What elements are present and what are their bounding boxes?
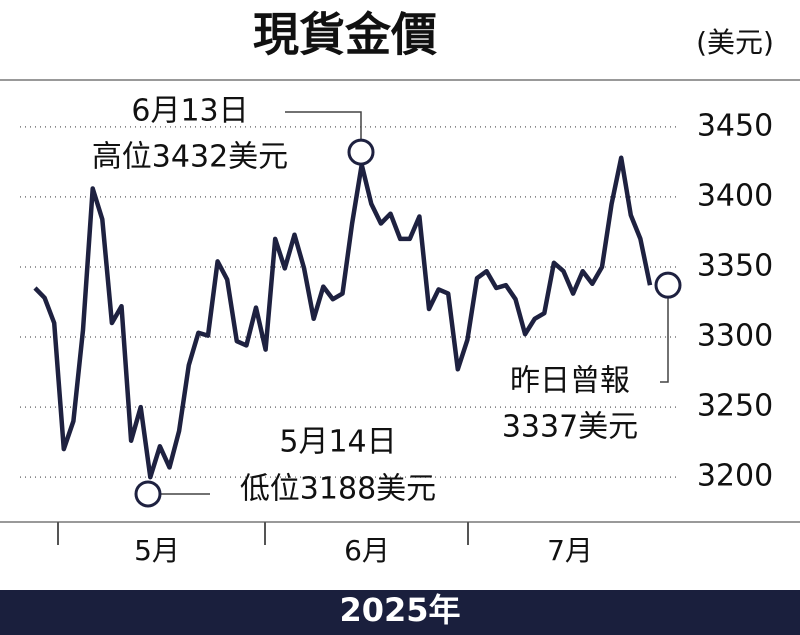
y-tick-label: 3200	[697, 459, 773, 494]
year-band	[0, 590, 800, 635]
leader-line	[285, 111, 362, 141]
x-tick-label: 7月	[547, 534, 593, 567]
annotation-text: 3337美元	[502, 410, 638, 445]
y-tick-label: 3250	[697, 389, 773, 424]
annotation-text: 5月14日	[279, 425, 396, 460]
x-tick-label: 6月	[344, 534, 390, 567]
y-tick-label: 3450	[697, 108, 773, 143]
annotation-text: 高位3432美元	[92, 140, 288, 175]
marker	[347, 138, 375, 166]
marker	[654, 271, 682, 299]
y-tick-label: 3400	[697, 178, 773, 213]
marker	[134, 480, 162, 508]
annotation-text: 低位3188美元	[240, 472, 436, 507]
x-axis-label: 2025年	[339, 591, 460, 629]
annotation-text: 6月13日	[131, 94, 248, 129]
y-tick-label: 3300	[697, 319, 773, 354]
annotation-text: 昨日曾報	[510, 364, 630, 399]
y-tick-label: 3350	[697, 248, 773, 283]
x-tick-label: 5月	[134, 534, 180, 567]
unit-label: (美元)	[696, 26, 774, 59]
price-line	[33, 155, 653, 480]
chart-title: 現貨金價	[253, 8, 437, 62]
leader-line	[660, 297, 669, 383]
